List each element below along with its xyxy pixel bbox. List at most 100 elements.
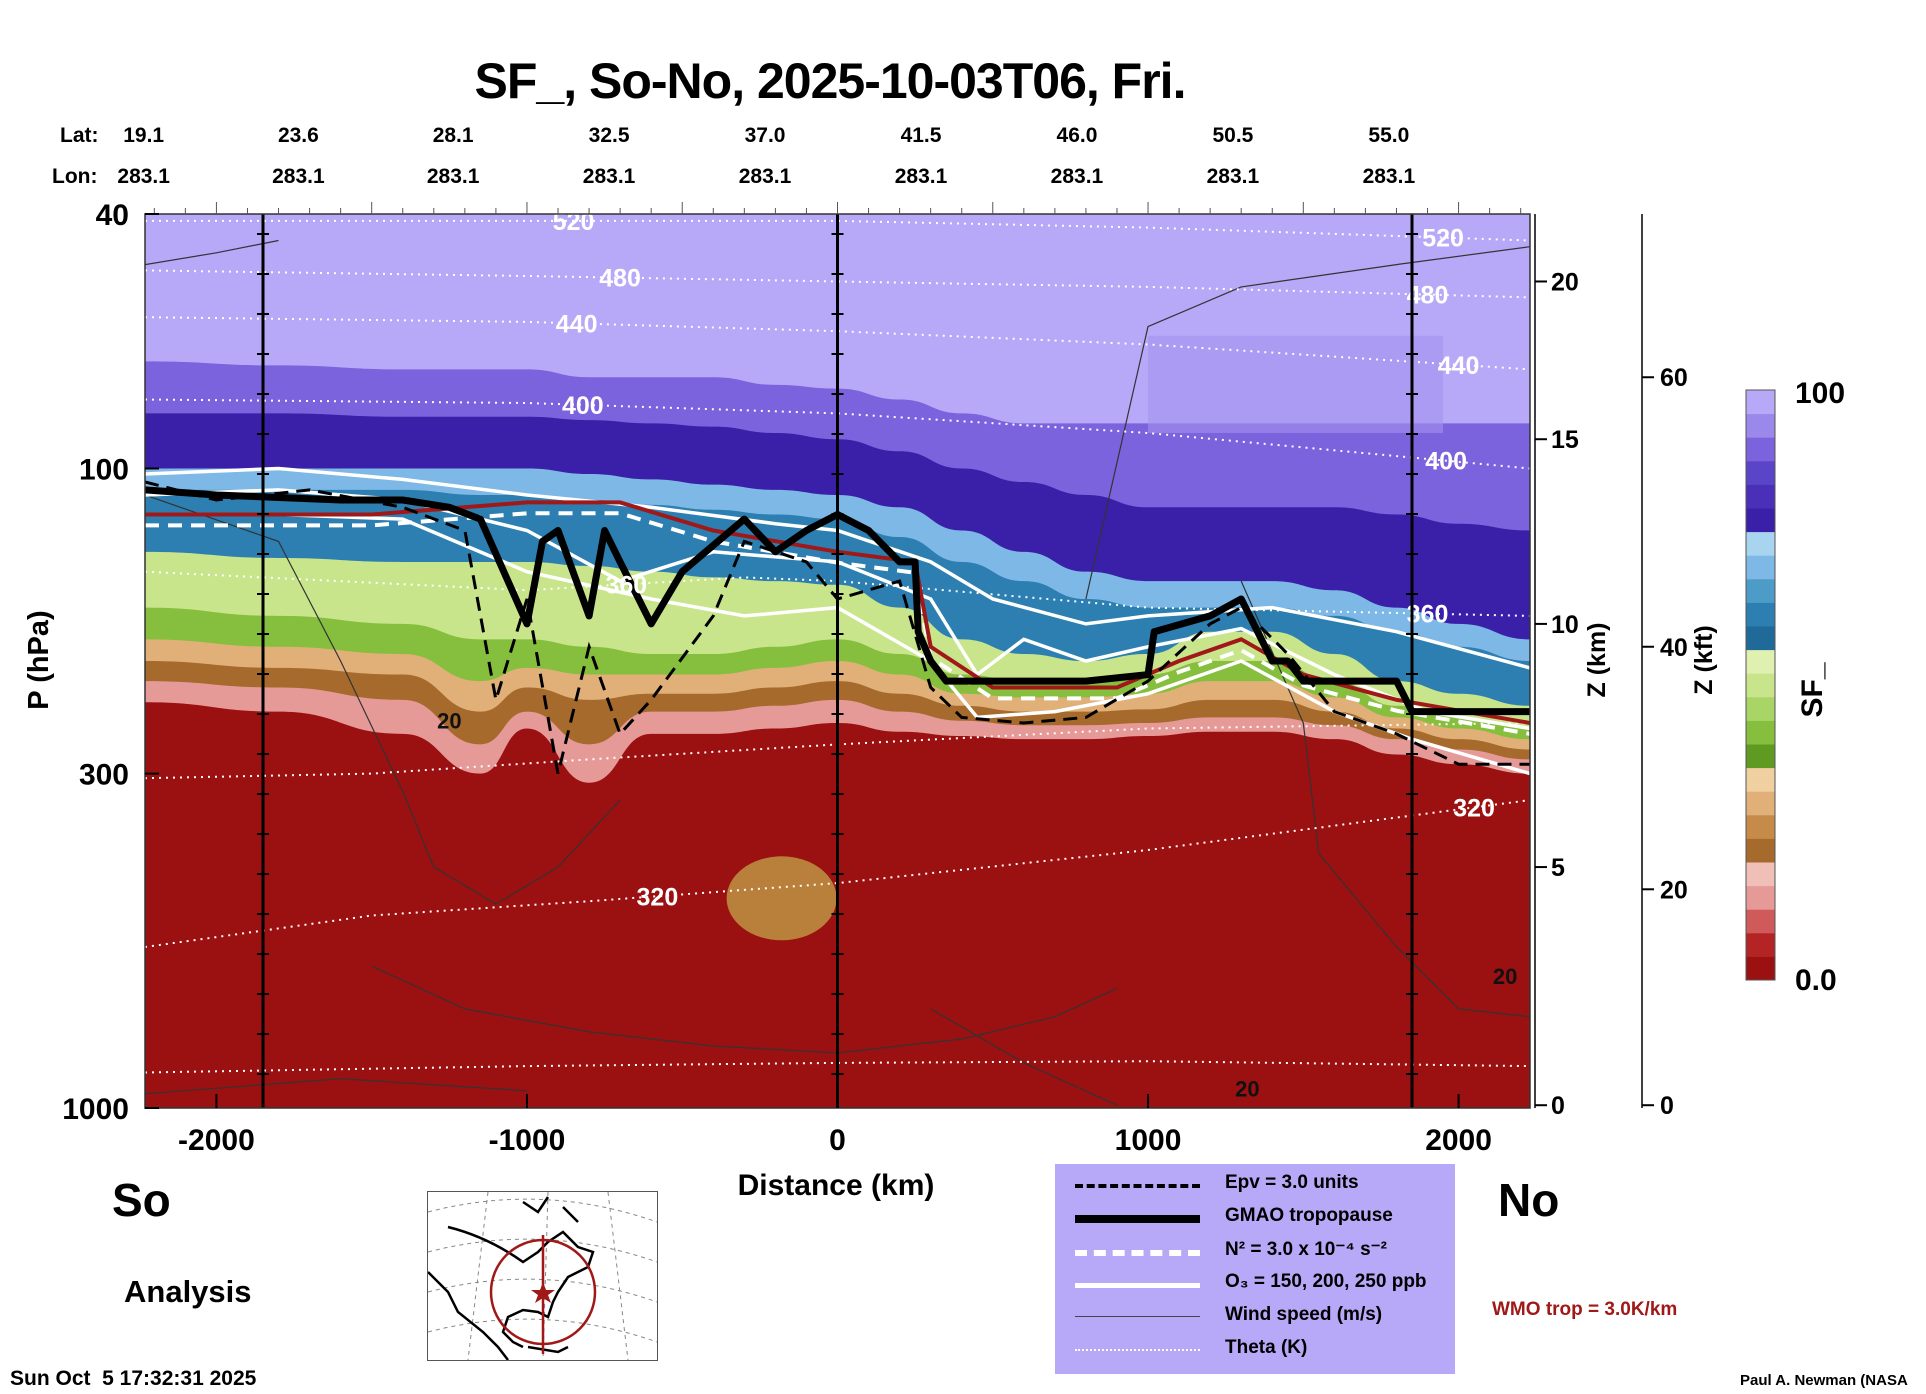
sf-layer-4 [145, 489, 1530, 1108]
z-km-tick-label: 5 [1551, 854, 1565, 882]
colorbar-swatch [1746, 531, 1775, 556]
x-tick-label: 1000 [1115, 1124, 1182, 1157]
theta-contour [145, 1060, 1530, 1074]
theta-label: 480 [1407, 282, 1449, 310]
legend-label: N² = 3.0 x 10⁻⁴ s⁻² [1225, 1239, 1388, 1260]
legend-box: Epv = 3.0 units GMAO tropopause N² = 3.0… [1055, 1164, 1455, 1374]
colorbar-min-label: 0.0 [1795, 964, 1837, 997]
sf-layer-10 [145, 702, 1530, 1108]
colorbar-swatch [1746, 885, 1775, 910]
x-tick-label: -2000 [178, 1124, 255, 1157]
theta-contour [145, 570, 1530, 617]
chart-title: SF_, So-No, 2025-10-03T06, Fri. [474, 53, 1187, 109]
z-kft-tick-label: 0 [1660, 1092, 1674, 1120]
gmao-tropopause-line [145, 486, 1530, 716]
theta-label: 520 [553, 208, 595, 236]
o3-contour [145, 466, 1530, 670]
colorbar-frame [1745, 389, 1776, 981]
legend-item-gmao: GMAO tropopause [1055, 1203, 1455, 1233]
lon-label: Lon: [52, 165, 98, 188]
wind-speed-contour [930, 1008, 1118, 1106]
plot-frame [144, 213, 1531, 1109]
thick-black-line-icon [1075, 1215, 1200, 1223]
z-km-tick-label: 0 [1551, 1092, 1565, 1120]
wind-speed-contour [145, 239, 279, 266]
wind-speed-contour [371, 965, 1118, 1054]
theta-label: 320 [637, 883, 679, 911]
analysis-label: Analysis [124, 1274, 252, 1309]
theta-label: 360 [1407, 601, 1449, 629]
lat-value: 55.0 [1368, 124, 1410, 147]
theta-contour [145, 219, 1530, 242]
z-kft-tick-label: 40 [1660, 634, 1688, 662]
theta-label: 440 [1438, 352, 1480, 380]
n2-contour [145, 511, 1530, 736]
solid-white-line-icon [1075, 1283, 1200, 1288]
wind-speed-contour [145, 494, 621, 905]
wind-speed-contour [145, 1078, 528, 1095]
p-tick-label: 40 [96, 199, 129, 232]
x-tick-label: -1000 [489, 1124, 566, 1157]
colorbar-swatch [1746, 390, 1775, 415]
colorbar-swatch [1746, 720, 1775, 745]
sf-layer-7 [145, 639, 1530, 1108]
wmo-trop-label: WMO trop = 3.0K/km [1492, 1299, 1678, 1320]
legend-label: Wind speed (m/s) [1225, 1304, 1383, 1325]
z-kft-axis-label: Z (kft) [1690, 625, 1718, 694]
colorbar-swatch [1746, 673, 1775, 698]
colorbar-label: SF_ [1796, 662, 1829, 717]
south-label: So [112, 1174, 171, 1226]
lon-value: 283.1 [582, 165, 636, 188]
lat-value: 46.0 [1056, 124, 1098, 147]
wind-speed-contour [1085, 246, 1530, 600]
sf-layer-0 [145, 214, 1530, 1108]
colorbar-swatch [1746, 437, 1775, 462]
lat-value: 32.5 [588, 124, 630, 147]
plot-area [145, 214, 1530, 1108]
lon-value: 283.1 [426, 165, 480, 188]
o3-contour [145, 488, 1530, 731]
z-kft-tick-label: 20 [1660, 876, 1688, 904]
legend-item-theta: Theta (K) [1055, 1335, 1455, 1365]
p-tick-label: 1000 [62, 1093, 129, 1126]
sf-layer-2 [145, 413, 1530, 1108]
colorbar-swatch [1746, 460, 1775, 485]
dashed-white-line-icon [1075, 1250, 1200, 1256]
lon-value: 283.1 [738, 165, 792, 188]
sf-layer-5 [145, 551, 1530, 1108]
sf-layer-1 [145, 361, 1530, 1108]
colorbar-swatch [1746, 744, 1775, 769]
colorbar-swatch [1746, 909, 1775, 934]
lat-value: 41.5 [900, 124, 942, 147]
z-km-tick-label: 15 [1551, 426, 1579, 454]
colorbar-swatch [1746, 484, 1775, 509]
sf-layer-8 [145, 661, 1530, 1108]
lat-label: Lat: [60, 124, 99, 147]
z-km-tick-label: 20 [1551, 268, 1579, 296]
theta-label: 360 [605, 571, 647, 599]
lat-value: 23.6 [277, 124, 319, 147]
lon-value: 283.1 [1206, 165, 1260, 188]
colorbar-swatch [1746, 649, 1775, 674]
theta-label: 400 [562, 392, 604, 420]
sf-layer-3 [145, 468, 1530, 1108]
x-tick-label: 2000 [1425, 1124, 1492, 1157]
legend-item-epv: Epv = 3.0 units [1055, 1170, 1455, 1200]
legend-label: Theta (K) [1225, 1337, 1308, 1358]
theta-label: 520 [1422, 225, 1464, 253]
thin-line-icon [1075, 1316, 1200, 1317]
legend-label: O₃ = 150, 200, 250 ppb [1225, 1271, 1427, 1292]
colorbar-swatch [1746, 413, 1775, 438]
lon-value: 283.1 [1362, 165, 1416, 188]
lat-value: 28.1 [432, 124, 474, 147]
colorbar-swatch [1746, 696, 1775, 721]
lat-value: 19.1 [123, 124, 165, 147]
dashed-black-line-icon [1075, 1184, 1200, 1188]
colorbar-swatch [1746, 767, 1775, 792]
locator-map-graphic [428, 1192, 657, 1360]
colorbar-swatch [1746, 791, 1775, 816]
colorbar-swatch [1746, 578, 1775, 603]
legend-item-o3: O₃ = 150, 200, 250 ppb [1055, 1269, 1455, 1299]
author-credit: Paul A. Newman (NASA [1740, 1372, 1908, 1389]
wind-label: 20 [1493, 964, 1517, 989]
